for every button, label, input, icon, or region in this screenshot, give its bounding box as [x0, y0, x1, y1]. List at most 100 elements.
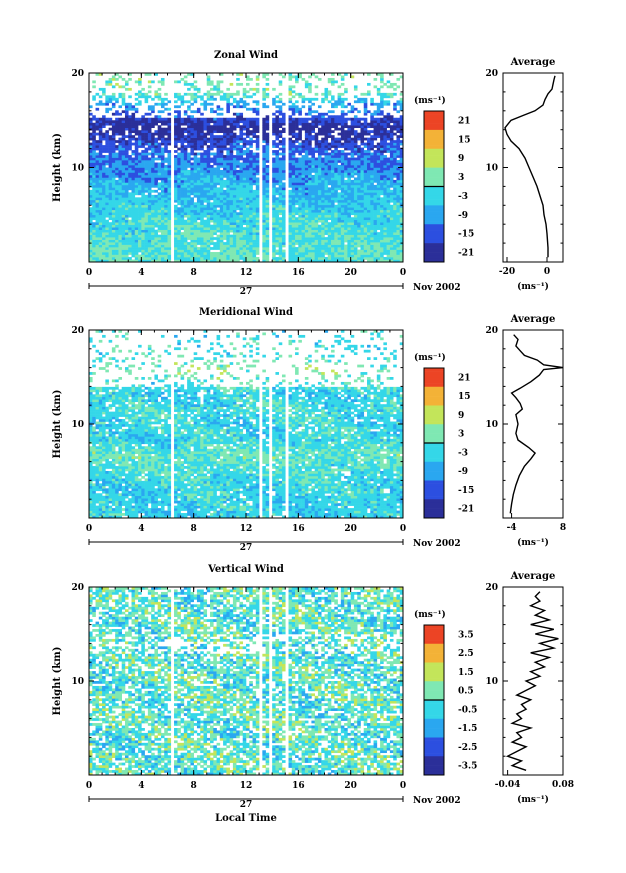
heatmap-cell [321, 120, 325, 124]
heatmap-cell [219, 157, 224, 161]
heatmap-cell [219, 237, 224, 240]
heatmap-cell [288, 120, 293, 124]
heatmap-cell [252, 169, 257, 173]
heatmap-cell [360, 247, 365, 250]
heatmap-cell [344, 199, 348, 203]
heatmap-cell [249, 224, 253, 228]
heatmap-cell [236, 234, 240, 238]
heatmap-cell [288, 147, 293, 151]
heatmap-cell [314, 182, 319, 186]
heatmap-cell [262, 122, 266, 126]
heatmap-cell [317, 179, 322, 183]
heatmap-cell [141, 219, 145, 223]
heatmap-cell [298, 177, 302, 181]
heatmap-cell [206, 214, 211, 218]
heatmap-cell [344, 182, 348, 186]
heatmap-cell [141, 204, 145, 208]
heatmap-cell [331, 257, 335, 260]
heatmap-cell [347, 152, 351, 156]
heatmap-cell [128, 165, 132, 168]
heatmap-cell [232, 194, 237, 198]
heatmap-cell [115, 162, 119, 166]
heatmap-cell [187, 254, 191, 258]
heatmap-cell [236, 155, 240, 158]
heatmap-cell [190, 167, 194, 171]
heatmap-cell [327, 157, 332, 161]
heatmap-cell [160, 179, 165, 183]
heatmap-cell [223, 224, 227, 228]
heatmap-cell [350, 179, 355, 183]
heatmap-cell [314, 174, 319, 178]
heatmap-cell [160, 174, 165, 178]
heatmap-cell [219, 97, 224, 101]
heatmap-cell [229, 202, 234, 206]
heatmap-cell [350, 234, 355, 238]
heatmap-cell [301, 204, 306, 208]
heatmap-cell [272, 157, 276, 161]
heatmap-cell [311, 147, 315, 151]
heatmap-cell [249, 169, 253, 173]
heatmap-cell [324, 257, 329, 260]
heatmap-cell [265, 122, 270, 126]
heatmap-cell [363, 152, 368, 156]
heatmap-cell [226, 227, 230, 230]
heatmap-cell [281, 145, 286, 148]
heatmap-cell [128, 257, 132, 260]
heatmap-cell [203, 162, 208, 166]
heatmap-cell [160, 169, 165, 173]
heatmap-cell [121, 125, 126, 129]
heatmap-cell [210, 165, 214, 168]
heatmap-cell [213, 247, 217, 250]
heatmap-cell [317, 244, 322, 248]
heatmap-cell [295, 174, 299, 178]
heatmap-cell [196, 249, 201, 253]
heatmap-cell [337, 197, 342, 201]
heatmap-cell [347, 187, 351, 191]
heatmap-cell [141, 172, 145, 176]
heatmap-cell [174, 252, 178, 255]
heatmap-cell [203, 252, 208, 255]
heatmap-cell [288, 254, 293, 258]
heatmap-cell [252, 132, 257, 136]
heatmap-cell [160, 239, 165, 243]
heatmap-cell [226, 157, 230, 161]
heatmap-cell [203, 207, 208, 211]
heatmap-cell [102, 122, 106, 126]
heatmap-cell [203, 199, 208, 203]
heatmap-cell [334, 184, 338, 188]
heatmap-cell [223, 192, 227, 196]
heatmap-cell [180, 184, 185, 188]
heatmap-cell [295, 132, 299, 136]
heatmap-cell [295, 242, 299, 245]
heatmap-cell [288, 105, 293, 109]
heatmap-cell [288, 162, 293, 166]
heatmap-cell [311, 202, 315, 206]
heatmap-cell [115, 167, 119, 171]
heatmap-cell [242, 169, 247, 173]
heatmap-cell [134, 102, 139, 106]
heatmap-cell [232, 172, 237, 176]
heatmap-cell [138, 227, 142, 230]
heatmap-cell [89, 222, 93, 225]
heatmap-cell [219, 80, 224, 84]
heatmap-cell [105, 145, 109, 148]
heatmap-cell [134, 174, 139, 178]
heatmap-cell [278, 232, 283, 235]
heatmap-cell [183, 172, 188, 176]
heatmap-cell [174, 212, 178, 216]
heatmap-cell [324, 247, 329, 250]
heatmap-cell [128, 127, 132, 131]
heatmap-cell [124, 232, 129, 235]
heatmap-cell [167, 165, 172, 168]
heatmap-cell [262, 105, 266, 109]
heatmap-cell [226, 212, 230, 216]
heatmap-cell [177, 122, 181, 126]
heatmap-cell [265, 209, 270, 213]
heatmap-cell [154, 177, 158, 181]
heatmap-cell [95, 177, 100, 181]
heatmap-cell [157, 92, 162, 96]
heatmap-cell [229, 152, 234, 156]
heatmap-cell [311, 234, 315, 238]
heatmap-cell [121, 224, 126, 228]
heatmap-cell [187, 224, 191, 228]
